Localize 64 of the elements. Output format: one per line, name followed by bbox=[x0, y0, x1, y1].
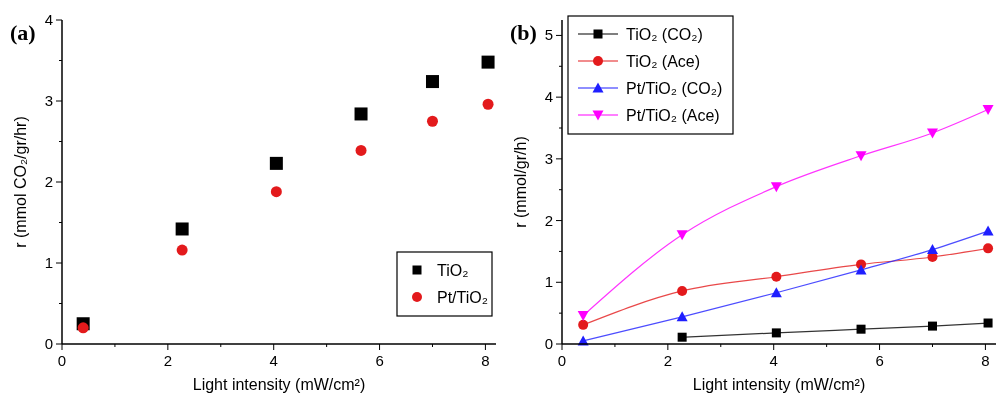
point bbox=[855, 264, 867, 275]
point bbox=[926, 128, 938, 139]
point bbox=[269, 156, 283, 170]
point bbox=[677, 285, 688, 296]
point bbox=[481, 55, 495, 69]
y-tick-label: 0 bbox=[44, 335, 53, 352]
x-tick-label: 6 bbox=[875, 352, 884, 369]
point bbox=[270, 186, 282, 198]
legend-label: TiO₂ bbox=[437, 262, 469, 279]
point bbox=[482, 98, 494, 110]
y-tick-label: 4 bbox=[44, 11, 53, 28]
point bbox=[983, 243, 994, 254]
point bbox=[770, 182, 782, 193]
y-tick-label: 3 bbox=[44, 92, 53, 109]
point bbox=[982, 225, 994, 236]
point bbox=[425, 75, 439, 89]
y-tick-label: 2 bbox=[544, 211, 553, 229]
legend-label: Pt/TiO₂ (CO₂) bbox=[626, 80, 723, 97]
point bbox=[578, 319, 589, 330]
legend-label: TiO₂ (CO₂) bbox=[626, 26, 703, 43]
y-axis-title: r (mmol/gr/h) bbox=[512, 136, 529, 228]
y-tick-label: 4 bbox=[544, 88, 553, 106]
y-tick-label: 3 bbox=[544, 149, 553, 167]
point bbox=[176, 244, 188, 256]
point bbox=[771, 328, 781, 338]
point bbox=[676, 230, 688, 241]
y-tick-label: 1 bbox=[544, 273, 553, 291]
y-tick-label: 0 bbox=[544, 335, 553, 352]
point bbox=[426, 115, 438, 127]
x-tick-label: 0 bbox=[57, 352, 67, 369]
legend-label: TiO₂ (Ace) bbox=[626, 53, 701, 70]
point bbox=[770, 287, 782, 298]
point bbox=[927, 321, 937, 331]
y-tick-label: 1 bbox=[44, 254, 53, 271]
x-tick-label: 4 bbox=[769, 352, 778, 369]
point bbox=[77, 322, 89, 334]
point bbox=[771, 271, 782, 282]
x-axis-title: Light intensity (mW/cm²) bbox=[192, 376, 366, 393]
x-tick-label: 8 bbox=[981, 352, 990, 369]
x-tick-label: 6 bbox=[375, 352, 384, 369]
point bbox=[175, 222, 189, 236]
point bbox=[577, 311, 589, 322]
legend-label: Pt/TiO₂ bbox=[437, 289, 488, 306]
point bbox=[855, 151, 867, 162]
y-tick-label: 5 bbox=[544, 26, 553, 44]
point bbox=[983, 318, 993, 328]
x-axis-title: Light intensity (mW/cm²) bbox=[692, 376, 866, 393]
legend-label: Pt/TiO₂ (Ace) bbox=[626, 107, 720, 124]
y-tick-label: 2 bbox=[44, 173, 53, 190]
x-tick-label: 4 bbox=[269, 352, 278, 369]
chart-title: (b) bbox=[510, 20, 537, 45]
chart-title: (a) bbox=[10, 20, 36, 45]
x-tick-label: 2 bbox=[663, 352, 673, 369]
x-tick-label: 8 bbox=[481, 352, 490, 369]
point bbox=[355, 144, 367, 156]
point bbox=[926, 244, 938, 255]
point bbox=[354, 107, 368, 121]
point bbox=[676, 311, 688, 322]
point bbox=[677, 332, 687, 342]
point bbox=[982, 104, 994, 115]
y-axis-title: r (mmol CO₂/gr/hr) bbox=[12, 116, 29, 248]
point bbox=[856, 324, 866, 334]
x-tick-label: 2 bbox=[163, 352, 173, 369]
x-tick-label: 0 bbox=[557, 352, 567, 369]
